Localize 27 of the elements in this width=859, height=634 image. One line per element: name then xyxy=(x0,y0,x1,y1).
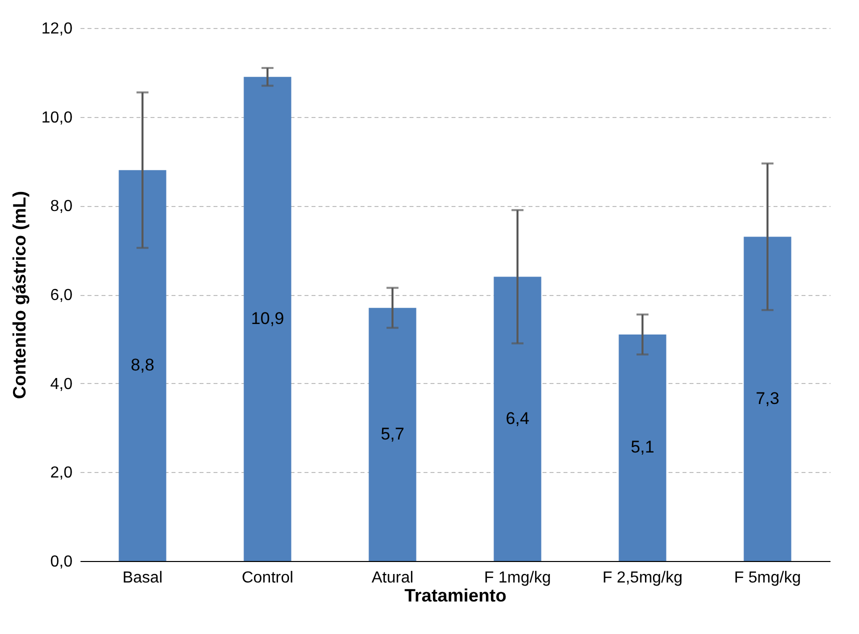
x-tick-label: F 5mg/kg xyxy=(734,570,801,586)
bar xyxy=(244,76,292,561)
bar xyxy=(368,308,416,561)
x-tick-label: Atural xyxy=(372,570,414,586)
data-label: 7,3 xyxy=(756,388,780,408)
data-label: 5,7 xyxy=(380,424,404,444)
bar xyxy=(744,236,792,561)
bar xyxy=(618,334,666,561)
y-tick-label: 6,0 xyxy=(50,287,73,304)
y-tick-label: 8,0 xyxy=(50,198,73,216)
x-tick-label: Basal xyxy=(122,570,163,586)
x-tick-label: F 1mg/kg xyxy=(484,570,551,586)
x-axis-title: Tratamiento xyxy=(404,586,507,606)
data-label: 6,4 xyxy=(506,408,530,428)
bar xyxy=(494,276,542,561)
data-label: 10,9 xyxy=(250,308,284,328)
data-label: 8,8 xyxy=(130,356,154,375)
x-tick-label: F 2,5mg/kg xyxy=(602,570,683,586)
data-label: 5,1 xyxy=(630,438,654,457)
y-tick-label: 12,0 xyxy=(41,20,73,38)
y-axis-title: Contenido gástrico (mL) xyxy=(9,191,30,399)
y-tick-label: 0,0 xyxy=(50,554,73,570)
y-tick-label: 4,0 xyxy=(50,376,73,393)
y-tick-label: 10,0 xyxy=(41,109,73,126)
y-tick-label: 2,0 xyxy=(50,464,73,482)
bar xyxy=(118,170,166,561)
x-tick-label: Control xyxy=(242,570,294,586)
